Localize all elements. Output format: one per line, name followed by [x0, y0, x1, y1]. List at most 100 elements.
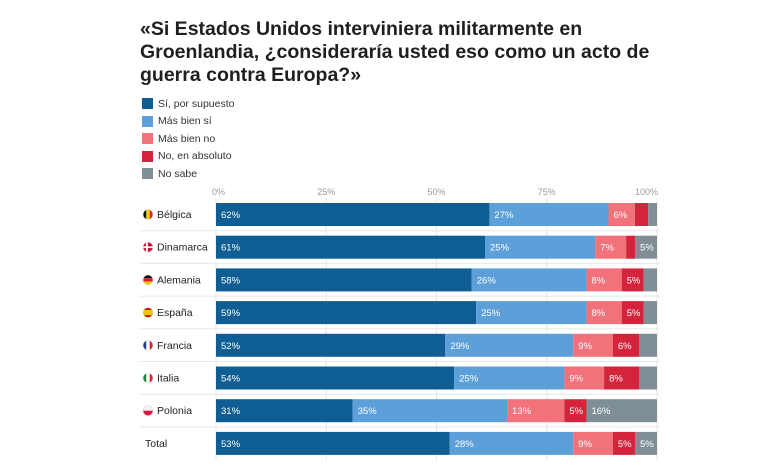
bar-segment: [626, 235, 635, 259]
x-tick-label: 25%: [317, 187, 335, 197]
data-label: 29%: [450, 341, 470, 352]
data-label: 25%: [481, 308, 501, 319]
legend-label: Más bien no: [158, 132, 216, 145]
data-label: 8%: [591, 275, 605, 286]
bar-segment: [643, 268, 657, 292]
data-label: 52%: [221, 341, 241, 352]
data-label: 62%: [221, 210, 241, 221]
category-label: Bélgica: [157, 209, 192, 221]
bar-segment: [216, 366, 455, 390]
data-label: 5%: [618, 439, 632, 450]
bar-segment: [573, 333, 613, 357]
bar-segment: [485, 235, 596, 259]
italy-flag-icon: [142, 372, 154, 384]
legend-item: Más bien no: [142, 130, 234, 148]
bar-segment: [445, 333, 574, 357]
data-label: 5%: [569, 406, 583, 417]
category-label: Polonia: [157, 405, 192, 417]
legend-swatch: [142, 133, 153, 145]
bar-segment: [612, 431, 635, 455]
data-label: 26%: [477, 275, 497, 286]
data-label: 5%: [640, 243, 654, 254]
bar-segment: [621, 301, 644, 325]
category-label: Francia: [157, 340, 192, 352]
category-label: España: [157, 307, 193, 319]
bar-segment: [586, 399, 657, 423]
legend-item: No sabe: [142, 165, 234, 183]
legend-label: No sabe: [158, 167, 198, 180]
belgium-flag-icon: [142, 209, 154, 220]
bar-segment: [586, 301, 622, 325]
data-label: 5%: [640, 439, 654, 450]
category-label: Dinamarca: [157, 242, 208, 254]
bar-segment: [507, 399, 565, 423]
bar-segment: [621, 268, 644, 292]
bar-segment: [634, 203, 649, 226]
data-label: 25%: [490, 243, 510, 254]
bar-segment: [216, 235, 486, 259]
data-label: 59%: [221, 308, 241, 319]
data-label: 9%: [569, 374, 583, 385]
legend-swatch: [142, 150, 153, 162]
bar-segment: [476, 301, 587, 325]
x-tick-label: 100%: [635, 187, 658, 197]
legend-swatch: [142, 115, 153, 127]
data-label: 9%: [578, 341, 592, 352]
germany-flag-icon: [142, 274, 154, 286]
category-label: Alemania: [157, 274, 201, 286]
legend-item: Sí, por supuesto: [142, 95, 234, 113]
bar-segment: [489, 203, 609, 226]
bar-segment: [643, 301, 657, 325]
spain-flag-icon: [142, 307, 154, 318]
bar-segment: [454, 366, 565, 390]
bar-segment: [595, 235, 627, 259]
bar-segment: [634, 431, 657, 455]
data-label: 6%: [613, 210, 627, 221]
legend-item: No, en absoluto: [142, 148, 234, 166]
legend-swatch: [142, 98, 153, 110]
bar-segment: [216, 301, 477, 325]
category-label: Italia: [157, 373, 179, 385]
bar-segment: [612, 333, 640, 357]
bar-segment: [471, 268, 587, 292]
france-flag-icon: [142, 339, 154, 351]
bar-segment: [573, 431, 613, 455]
data-label: 5%: [627, 308, 641, 319]
bar-segment: [564, 366, 605, 390]
bar-segment: [216, 203, 490, 226]
bar-segment: [639, 333, 657, 357]
bar-segment: [648, 203, 657, 226]
legend: Sí, por supuesto Más bien sí Más bien no…: [142, 95, 234, 183]
bar-segment: [216, 399, 353, 423]
data-label: 25%: [459, 374, 479, 385]
bar-segment: [586, 268, 622, 292]
data-label: 58%: [221, 275, 241, 286]
bar-segment: [639, 366, 657, 390]
data-label: 54%: [221, 374, 241, 385]
bar-segment: [449, 431, 574, 455]
data-label: 35%: [358, 406, 378, 417]
legend-label: Sí, por supuesto: [158, 97, 235, 110]
bar-segment: [608, 203, 635, 226]
data-label: 13%: [512, 406, 532, 417]
x-tick-label: 75%: [538, 187, 556, 197]
data-label: 16%: [591, 406, 611, 417]
legend-item: Más bien sí: [142, 113, 234, 131]
denmark-flag-icon: [142, 241, 154, 253]
bar-segment: [216, 333, 446, 357]
category-label: Total: [145, 438, 167, 450]
x-tick-label: 0%: [212, 187, 225, 197]
data-label: 28%: [455, 439, 475, 450]
data-label: 27%: [494, 210, 514, 221]
legend-label: Más bien sí: [158, 115, 212, 128]
data-label: 31%: [221, 406, 241, 417]
data-label: 5%: [627, 275, 641, 286]
bar-segment: [604, 366, 640, 390]
bar-segment: [216, 431, 450, 455]
legend-swatch: [142, 168, 153, 180]
data-label: 7%: [600, 243, 614, 254]
data-label: 6%: [618, 341, 632, 352]
chart-title: «Si Estados Unidos interviniera militarm…: [140, 18, 650, 86]
